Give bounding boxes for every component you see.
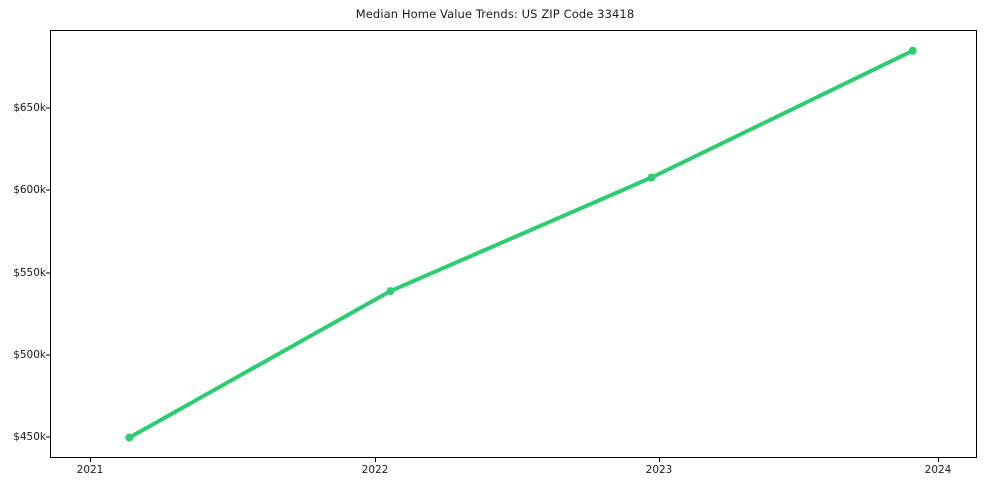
data-point-markers [125,46,917,442]
y-tick-label-650k: $650k [13,102,46,114]
x-tick-mark-2024 [938,458,939,462]
data-point-2021 [125,433,134,442]
x-tick-mark-2021 [90,458,91,462]
y-tick-label-600k: $600k [13,184,46,197]
data-point-2023 [647,173,656,182]
x-tick-label-2022: 2022 [361,464,389,476]
y-tick-mark-500k [46,354,50,356]
chart-title: Median Home Value Trends: US ZIP Code 33… [355,7,635,21]
y-tick-mark-450k [46,436,50,438]
x-tick-label-2024: 2024 [924,464,952,476]
x-tick-mark-2022 [375,458,376,462]
data-point-2024 [908,46,917,55]
y-tick-label-450k: $450k [13,431,46,443]
x-tick-label-2021: 2021 [76,464,104,476]
line-series-median-home-value [127,48,915,440]
data-point-2022 [386,287,395,296]
y-tick-label-550k: $550k [13,266,46,279]
y-tick-mark-600k [46,189,50,191]
x-tick-label-2023: 2023 [645,464,673,476]
series-canvas [125,46,917,442]
plot-area [50,30,977,458]
y-tick-mark-650k [46,107,50,109]
x-tick-mark-2023 [659,458,660,462]
y-tick-mark-550k [46,272,50,273]
y-tick-label-500k: $500k [13,348,46,361]
